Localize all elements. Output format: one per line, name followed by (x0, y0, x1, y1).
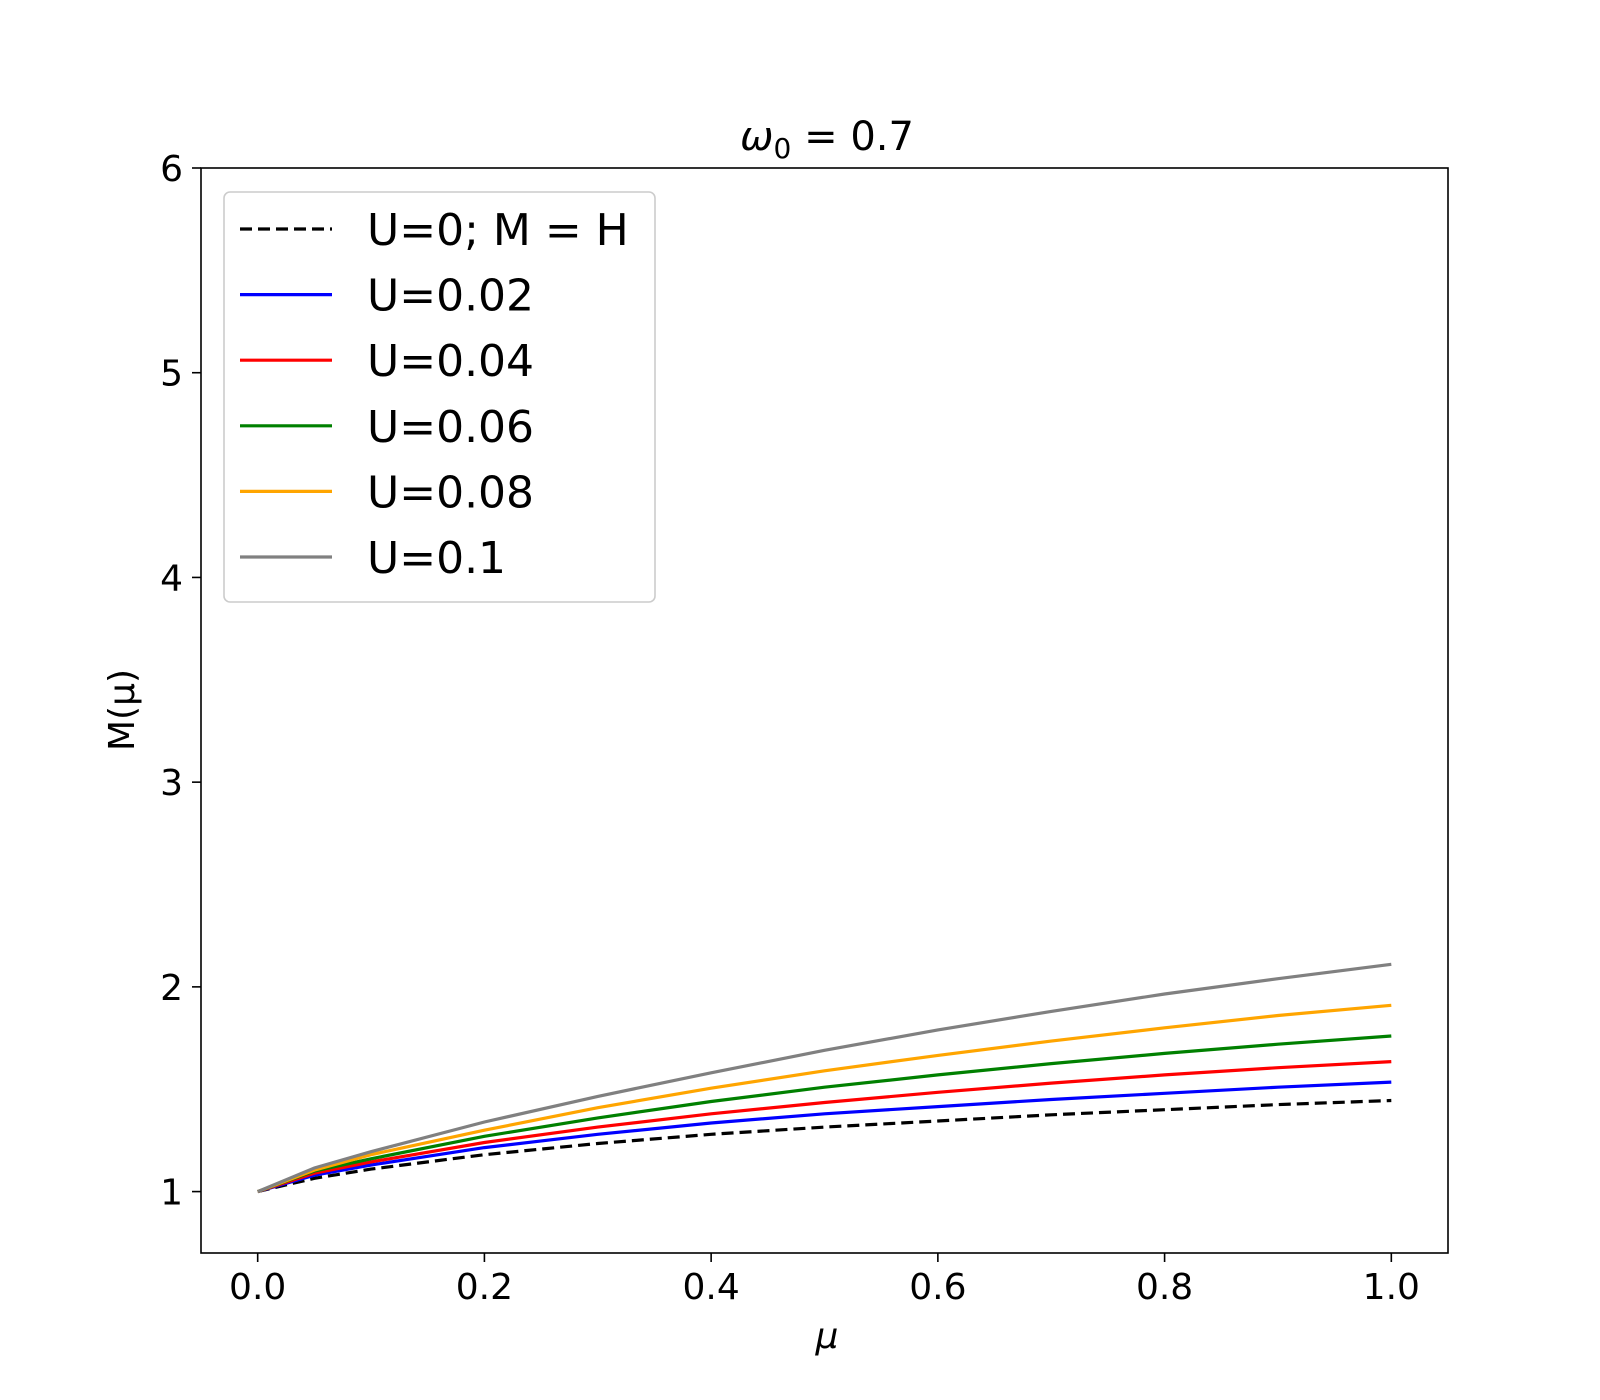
y-axis-ticks: 1 2 3 4 5 6 (160, 149, 201, 1214)
x-axis-ticks: 0.0 0.2 0.4 0.6 0.8 1.0 (229, 1253, 1420, 1308)
y-tick-label: 1 (160, 1173, 183, 1214)
y-tick-label: 4 (160, 558, 183, 599)
series-layer (257, 962, 1392, 1194)
x-tick-label: 0.6 (909, 1267, 966, 1308)
x-tick-label: 0.2 (456, 1267, 513, 1308)
x-tick-label: 0.4 (683, 1267, 740, 1308)
x-tick-label: 0.8 (1136, 1267, 1193, 1308)
series-line-3 (257, 1034, 1392, 1194)
y-axis-label: M(μ) (102, 669, 143, 751)
y-tick-label: 5 (160, 354, 183, 395)
series-line-4 (257, 1003, 1392, 1194)
chart-title: ω0 = 0.7 (740, 114, 914, 165)
x-tick-label: 1.0 (1363, 1267, 1420, 1308)
x-tick-label: 0.0 (229, 1267, 286, 1308)
title-subscript: 0 (774, 132, 792, 165)
y-tick-label: 2 (160, 968, 183, 1009)
series-line-2 (257, 1060, 1392, 1194)
plot-frame (200, 167, 1449, 1254)
x-axis-label: μ (815, 1316, 839, 1357)
y-tick-label: 3 (160, 763, 183, 804)
series-line-1 (257, 1080, 1392, 1194)
series-line-0 (257, 1098, 1392, 1194)
title-omega: ω (740, 114, 774, 160)
title-value: = 0.7 (791, 114, 914, 160)
y-tick-label: 6 (160, 149, 183, 190)
legend-label-1: U=0.02 (367, 271, 534, 322)
legend-label-2: U=0.04 (367, 336, 534, 387)
legend-label-4: U=0.08 (367, 467, 534, 518)
legend-label-0: U=0; M = H (367, 205, 629, 256)
legend: U=0; M = H U=0.02 U=0.04 U=0.06 U=0.08 U=0.1 (223, 191, 656, 603)
legend-label-3: U=0.06 (367, 402, 534, 453)
series-line-5 (257, 962, 1392, 1194)
legend-label-5: U=0.1 (367, 533, 506, 584)
